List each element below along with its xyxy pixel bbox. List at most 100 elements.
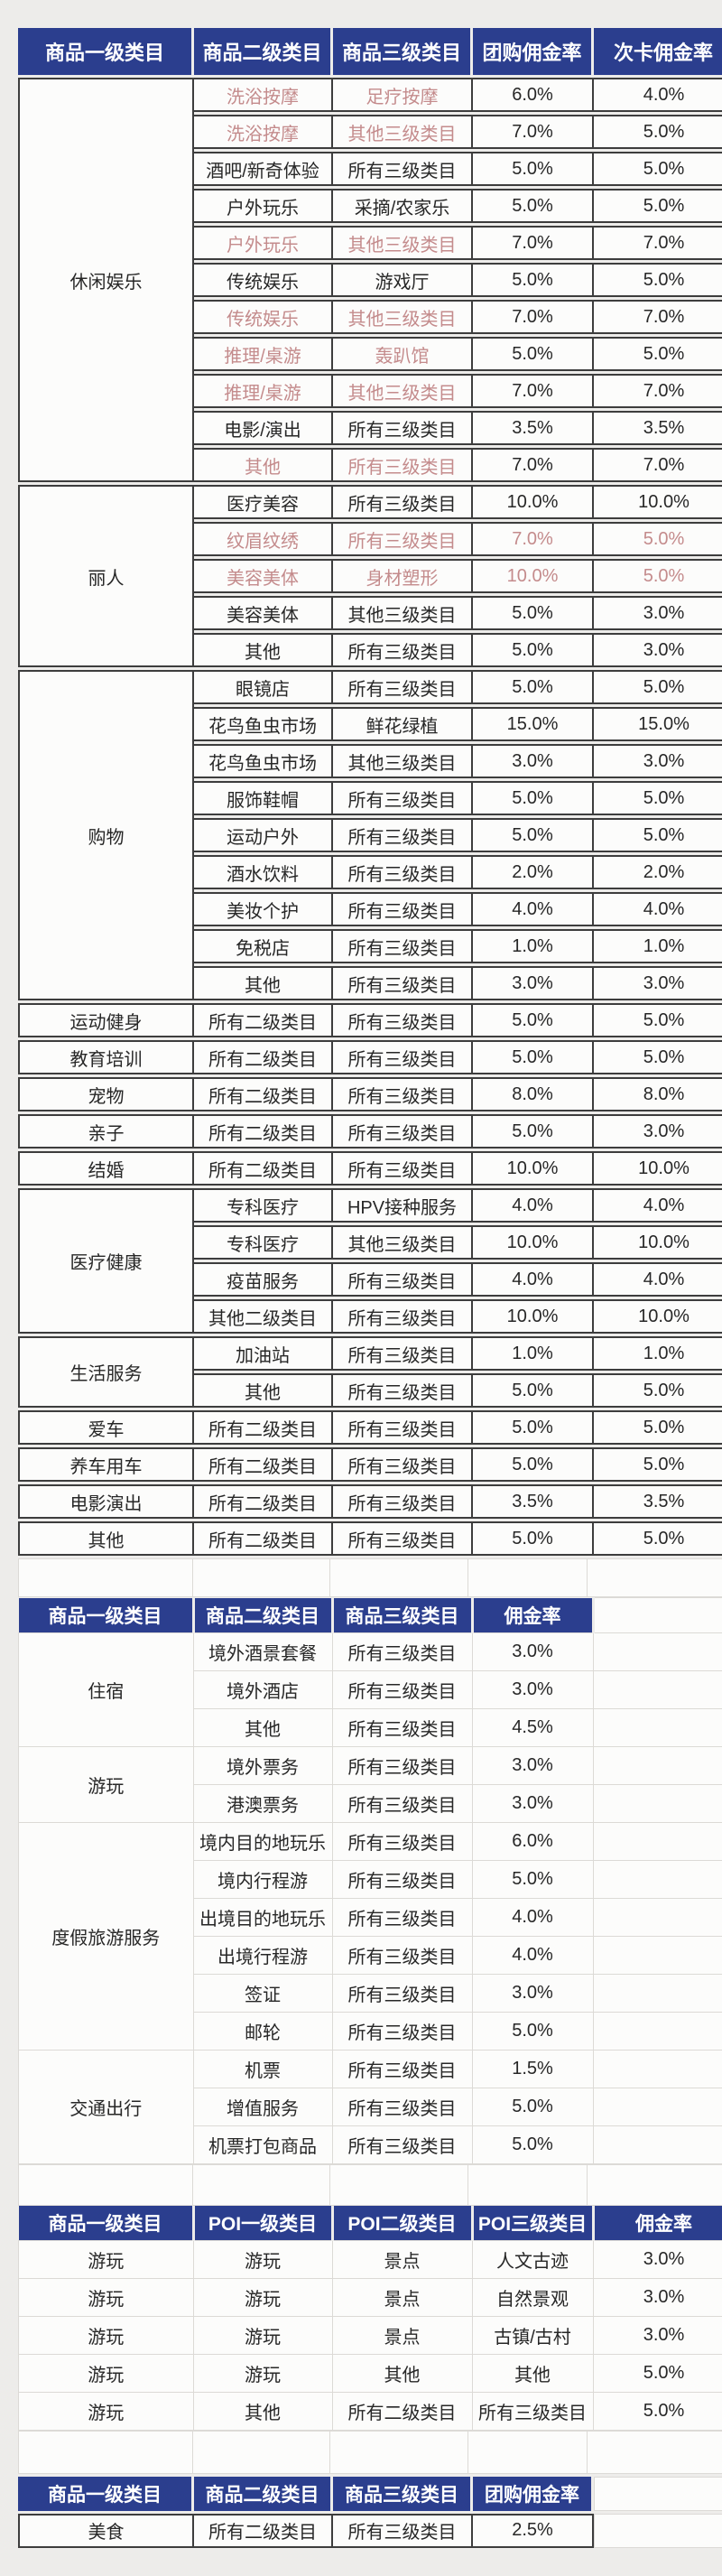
table-cell: 洗浴按摩 xyxy=(194,78,333,112)
table-cell: 所有三级类目 xyxy=(333,855,473,889)
table-cell: 推理/桌游 xyxy=(194,337,333,371)
table-cell: 5.0% xyxy=(594,1003,722,1037)
table-row: 生活服务 加油站 所有三级类目 1.0% 1.0% xyxy=(18,1336,722,1408)
table-cell: 其他 xyxy=(18,1521,194,1556)
column-header: 商品一级类目 xyxy=(18,2205,195,2240)
header-row: 商品一级类目 商品二级类目 商品三级类目 团购佣金率 xyxy=(18,2476,722,2511)
empty-cell xyxy=(592,1973,722,2013)
table-cell: 所有三级类目 xyxy=(331,2087,473,2126)
table-cell: 住宿 xyxy=(18,1632,194,1747)
table-cell: 3.0% xyxy=(592,2315,722,2355)
table-row: 游玩 游玩 景点 人文古迹 3.0% xyxy=(18,2239,722,2279)
table-cell: 4.0% xyxy=(594,1262,722,1297)
table-row: 游玩 游玩 景点 自然景观 3.0% xyxy=(18,2277,722,2317)
table-cell: 5.0% xyxy=(594,670,722,704)
table-row: 交通出行 机票 所有三级类目 1.5% xyxy=(18,2049,722,2164)
table-cell: 5.0% xyxy=(594,1410,722,1445)
empty-cell xyxy=(592,1707,722,1747)
table-cell: 轰趴馆 xyxy=(333,337,473,371)
table-cell: 6.0% xyxy=(471,1821,594,1861)
table-cell: 其他 xyxy=(471,2353,594,2393)
empty-cell xyxy=(592,1783,722,1823)
header-row: 商品一级类目 商品二级类目 商品三级类目 佣金率 xyxy=(18,1597,722,1633)
column-header: POI二级类目 xyxy=(332,2205,474,2240)
table-row: 其他 所有三级类目 5.0% 3.0% xyxy=(18,633,722,667)
table-cell: 其他 xyxy=(194,966,333,1000)
table-cell: 3.0% xyxy=(594,744,722,778)
table-cell: 3.0% xyxy=(594,1114,722,1149)
table-cell: 专科医疗 xyxy=(194,1188,333,1223)
table-cell: 所有二级类目 xyxy=(194,1521,333,1556)
spacer-cells xyxy=(18,2163,722,2206)
column-header: 团购佣金率 xyxy=(473,2476,594,2511)
table-cell: 所有三级类目 xyxy=(331,1821,473,1861)
table-cell: 所有三级类目 xyxy=(333,781,473,815)
table-row: 休闲娱乐 洗浴按摩 足疗按摩 6.0% 4.0% xyxy=(18,78,722,482)
table-cell: 其他 xyxy=(192,1707,333,1747)
table-cell: 自然景观 xyxy=(471,2277,594,2317)
table-cell: 休闲娱乐 xyxy=(18,78,194,482)
table-cell: 纹眉纹绣 xyxy=(194,522,333,556)
table-row: 美妆个护 所有三级类目 4.0% 4.0% xyxy=(18,892,722,926)
table-row: 出境行程游 所有三级类目 4.0% xyxy=(19,1935,722,1975)
table-cell: 5.0% xyxy=(473,670,594,704)
table-cell: 游玩 xyxy=(18,2315,194,2355)
table-row: 运动健身 所有二级类目 所有三级类目 5.0% 5.0% xyxy=(18,1003,722,1037)
table-cell: 其他三级类目 xyxy=(333,744,473,778)
empty-cell xyxy=(587,2430,722,2474)
table-cell: 所有三级类目 xyxy=(331,2125,473,2164)
table-cell: 1.0% xyxy=(594,929,722,963)
table-cell: 电影演出 xyxy=(18,1484,194,1519)
table-cell: 亲子 xyxy=(18,1114,194,1149)
table-cell: 所有二级类目 xyxy=(194,1410,333,1445)
table-cell: 1.0% xyxy=(473,929,594,963)
table-cell: 3.0% xyxy=(471,1973,594,2013)
table-cell: 10.0% xyxy=(473,485,594,519)
table-cell: 所有三级类目 xyxy=(331,2049,473,2088)
empty-cell xyxy=(18,2430,193,2474)
table-cell: 游戏厅 xyxy=(333,263,473,297)
column-header: 佣金率 xyxy=(593,2205,722,2240)
table-cell: 7.0% xyxy=(473,448,594,482)
table-cell: 机票打包商品 xyxy=(192,2125,333,2164)
table-cell: 游玩 xyxy=(192,2353,333,2393)
table-cell: 7.0% xyxy=(594,374,722,408)
empty-cell xyxy=(329,2430,468,2474)
table-cell: 15.0% xyxy=(473,707,594,741)
table-cell: 所有三级类目 xyxy=(331,1745,473,1785)
table-cell: 3.0% xyxy=(594,966,722,1000)
column-header: 商品一级类目 xyxy=(18,1597,195,1632)
table-cell: 所有三级类目 xyxy=(331,1859,473,1899)
table-cell: 5.0% xyxy=(592,2391,722,2431)
table-cell: 所有三级类目 xyxy=(331,1669,473,1709)
table-cell: 所有三级类目 xyxy=(333,1521,473,1556)
table-cell: 10.0% xyxy=(594,1151,722,1186)
table-cell: 1.0% xyxy=(473,1336,594,1371)
table-row: 亲子 所有二级类目 所有三级类目 5.0% 3.0% xyxy=(18,1114,722,1149)
table-cell: 7.0% xyxy=(473,300,594,334)
table-cell: 3.0% xyxy=(471,1745,594,1785)
column-header: 商品三级类目 xyxy=(333,28,473,75)
table-cell: 所有三级类目 xyxy=(333,1410,473,1445)
table-row: 游玩 游玩 其他 其他 5.0% xyxy=(18,2353,722,2393)
table-cell: 传统娱乐 xyxy=(194,263,333,297)
table-cell: 医疗健康 xyxy=(18,1188,194,1334)
table-cell: 5.0% xyxy=(473,1114,594,1149)
table-row: 签证 所有三级类目 3.0% xyxy=(19,1973,722,2013)
table-cell: 花鸟鱼虫市场 xyxy=(194,707,333,741)
table-cell: 4.0% xyxy=(473,892,594,926)
table-row: 邮轮 所有三级类目 5.0% xyxy=(19,2011,722,2051)
empty-cell xyxy=(587,1558,722,1597)
table-cell: 游玩 xyxy=(18,2353,194,2393)
table-row: 丽人 医疗美容 所有三级类目 10.0% 10.0% xyxy=(18,485,722,667)
table-cell: 4.0% xyxy=(473,1262,594,1297)
table-cell: 境内行程游 xyxy=(192,1859,333,1899)
table-cell: 所有三级类目 xyxy=(333,929,473,963)
table-cell: 7.0% xyxy=(473,226,594,260)
table-cell: 签证 xyxy=(192,1973,333,2013)
table-cell: 港澳票务 xyxy=(192,1783,333,1823)
table-cell: 户外玩乐 xyxy=(194,226,333,260)
table-cell: 1.5% xyxy=(471,2049,594,2088)
table-row: 疫苗服务 所有三级类目 4.0% 4.0% xyxy=(18,1262,722,1297)
table-cell: 机票 xyxy=(192,2049,333,2088)
